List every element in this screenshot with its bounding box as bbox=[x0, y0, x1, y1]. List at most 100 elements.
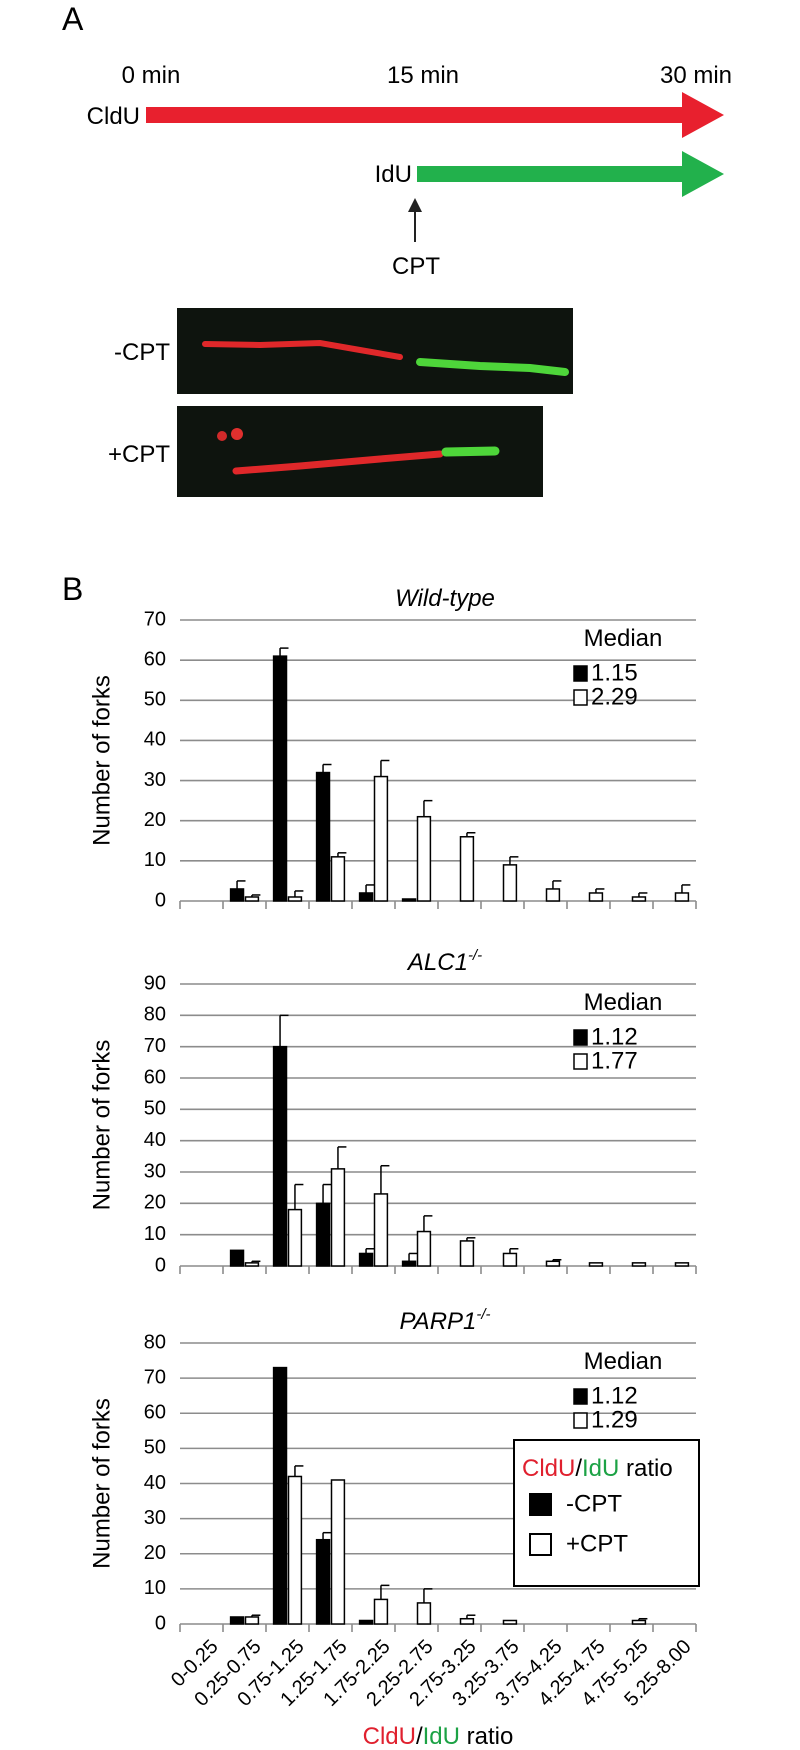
bar bbox=[244, 896, 260, 902]
bar bbox=[287, 896, 303, 902]
y-axis-label: Number of forks bbox=[88, 1040, 115, 1211]
error-bar bbox=[322, 1531, 332, 1540]
error-bar bbox=[408, 1252, 418, 1262]
error-bar bbox=[380, 1584, 390, 1600]
bar bbox=[502, 864, 518, 902]
error-bar bbox=[595, 888, 605, 893]
y-tick-label: 60 bbox=[144, 648, 166, 670]
y-tick-label: 0 bbox=[155, 1612, 166, 1634]
error-bar bbox=[380, 759, 390, 777]
image-label: -CPT bbox=[114, 339, 170, 366]
median-value: 1.12 bbox=[591, 1382, 638, 1409]
time-label: 30 min bbox=[660, 62, 732, 89]
bar bbox=[358, 1252, 374, 1267]
fiber-dot bbox=[231, 428, 243, 440]
error-bar bbox=[423, 1588, 433, 1603]
bar bbox=[588, 1262, 604, 1267]
y-tick-label: 60 bbox=[144, 1402, 166, 1424]
text-part: IdU bbox=[582, 1455, 619, 1482]
error-bar bbox=[552, 1258, 562, 1262]
bar bbox=[315, 1202, 331, 1267]
text-part: IdU bbox=[423, 1723, 460, 1750]
bar bbox=[459, 836, 475, 902]
y-tick-label: 10 bbox=[144, 849, 166, 871]
error-bar bbox=[638, 1617, 648, 1621]
error-bar bbox=[466, 1614, 476, 1619]
bar bbox=[330, 856, 346, 902]
y-tick-label: 80 bbox=[144, 1004, 166, 1026]
fiber-red bbox=[202, 339, 403, 360]
bar bbox=[502, 1252, 518, 1267]
text-part: ratio bbox=[619, 1455, 672, 1482]
image-label: +CPT bbox=[108, 441, 170, 468]
bar bbox=[416, 1230, 432, 1267]
chart-title: PARP1-/- bbox=[399, 1306, 490, 1335]
error-bar bbox=[251, 1260, 261, 1263]
median-title: Median bbox=[584, 625, 663, 652]
text-part: / bbox=[575, 1455, 582, 1482]
fiber-green bbox=[441, 446, 500, 457]
median-swatch bbox=[573, 665, 588, 682]
median-value: 1.29 bbox=[591, 1406, 638, 1433]
time-label: 15 min bbox=[387, 62, 459, 89]
bar bbox=[244, 1616, 260, 1625]
label-idu: IdU bbox=[375, 161, 412, 188]
error-bar bbox=[322, 763, 332, 773]
title-sup: -/- bbox=[476, 1306, 490, 1323]
title-text: PARP1 bbox=[399, 1308, 476, 1335]
bar bbox=[373, 775, 389, 902]
y-tick-label: 40 bbox=[144, 729, 166, 751]
y-tick-label: 50 bbox=[144, 1437, 166, 1459]
error-bar bbox=[466, 832, 476, 837]
bar bbox=[287, 1208, 303, 1267]
error-bar bbox=[423, 1215, 433, 1232]
bar bbox=[229, 888, 245, 902]
y-tick-label: 30 bbox=[144, 769, 166, 791]
text-part: CldU bbox=[522, 1455, 575, 1482]
bar bbox=[545, 888, 561, 902]
bar bbox=[545, 1260, 561, 1267]
title-text: Wild-type bbox=[395, 585, 495, 612]
error-bar bbox=[423, 799, 433, 817]
error-bar bbox=[294, 1465, 304, 1477]
y-tick-label: 50 bbox=[144, 1098, 166, 1120]
bar bbox=[358, 1619, 374, 1625]
time-label: 0 min bbox=[122, 62, 181, 89]
bar bbox=[459, 1617, 475, 1625]
error-bar bbox=[279, 1014, 289, 1047]
panel-label: A bbox=[62, 1, 84, 37]
y-tick-label: 50 bbox=[144, 689, 166, 711]
median-swatch bbox=[573, 1412, 588, 1429]
y-axis-label: Number of forks bbox=[88, 1398, 115, 1569]
bar bbox=[330, 1479, 346, 1625]
bar bbox=[330, 1168, 346, 1267]
error-bar bbox=[279, 647, 289, 657]
bar bbox=[588, 892, 604, 902]
idu-arrow bbox=[417, 151, 724, 197]
title-sup: -/- bbox=[468, 947, 482, 964]
error-bar bbox=[251, 894, 261, 897]
fiber-dot bbox=[217, 431, 227, 441]
chart-title: ALC1-/- bbox=[406, 947, 482, 976]
text-part: ratio bbox=[460, 1723, 513, 1750]
y-tick-label: 20 bbox=[144, 1542, 166, 1564]
bar bbox=[315, 1538, 331, 1625]
bar bbox=[229, 1616, 245, 1625]
y-tick-label: 90 bbox=[144, 972, 166, 994]
median-value: 1.12 bbox=[591, 1023, 638, 1050]
legend-label: +CPT bbox=[566, 1530, 628, 1557]
error-bar bbox=[681, 884, 691, 893]
error-bar bbox=[638, 892, 648, 897]
y-tick-label: 70 bbox=[144, 608, 166, 630]
title-text: ALC1 bbox=[406, 949, 468, 976]
cldu-arrow bbox=[146, 92, 724, 138]
fiber-green bbox=[416, 358, 569, 376]
error-bar bbox=[236, 880, 246, 889]
y-tick-label: 0 bbox=[155, 889, 166, 911]
cpt-arrow-head bbox=[408, 198, 422, 212]
bar bbox=[416, 815, 432, 902]
bar bbox=[373, 1598, 389, 1625]
median-swatch bbox=[573, 689, 588, 706]
error-bar bbox=[337, 852, 347, 857]
panel-label: B bbox=[62, 571, 83, 607]
